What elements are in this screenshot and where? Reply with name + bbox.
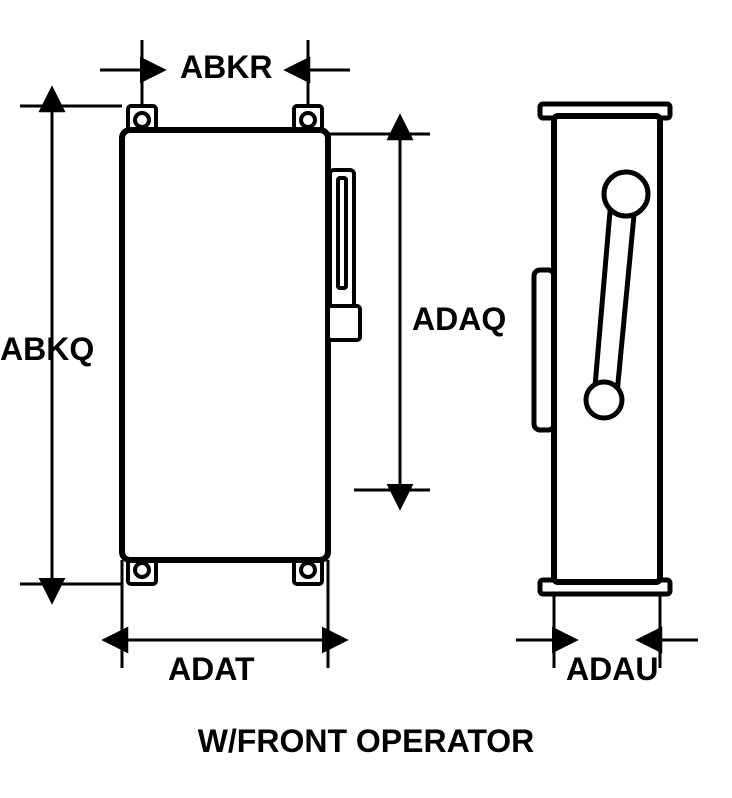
label-abkq: ABKQ xyxy=(0,331,94,367)
side-view xyxy=(534,104,670,594)
caption: W/FRONT OPERATOR xyxy=(198,723,535,759)
front-view xyxy=(122,106,360,584)
label-adaq: ADAQ xyxy=(412,301,506,337)
side-handle xyxy=(328,170,360,340)
label-adat: ADAT xyxy=(168,651,255,687)
diagram-canvas: ABKR ABKQ ADAQ ADAT ADAU W/FRONT OPERATO… xyxy=(0,0,732,798)
label-abkr: ABKR xyxy=(180,49,272,85)
label-adau: ADAU xyxy=(566,651,658,687)
enclosure-box xyxy=(122,130,328,560)
